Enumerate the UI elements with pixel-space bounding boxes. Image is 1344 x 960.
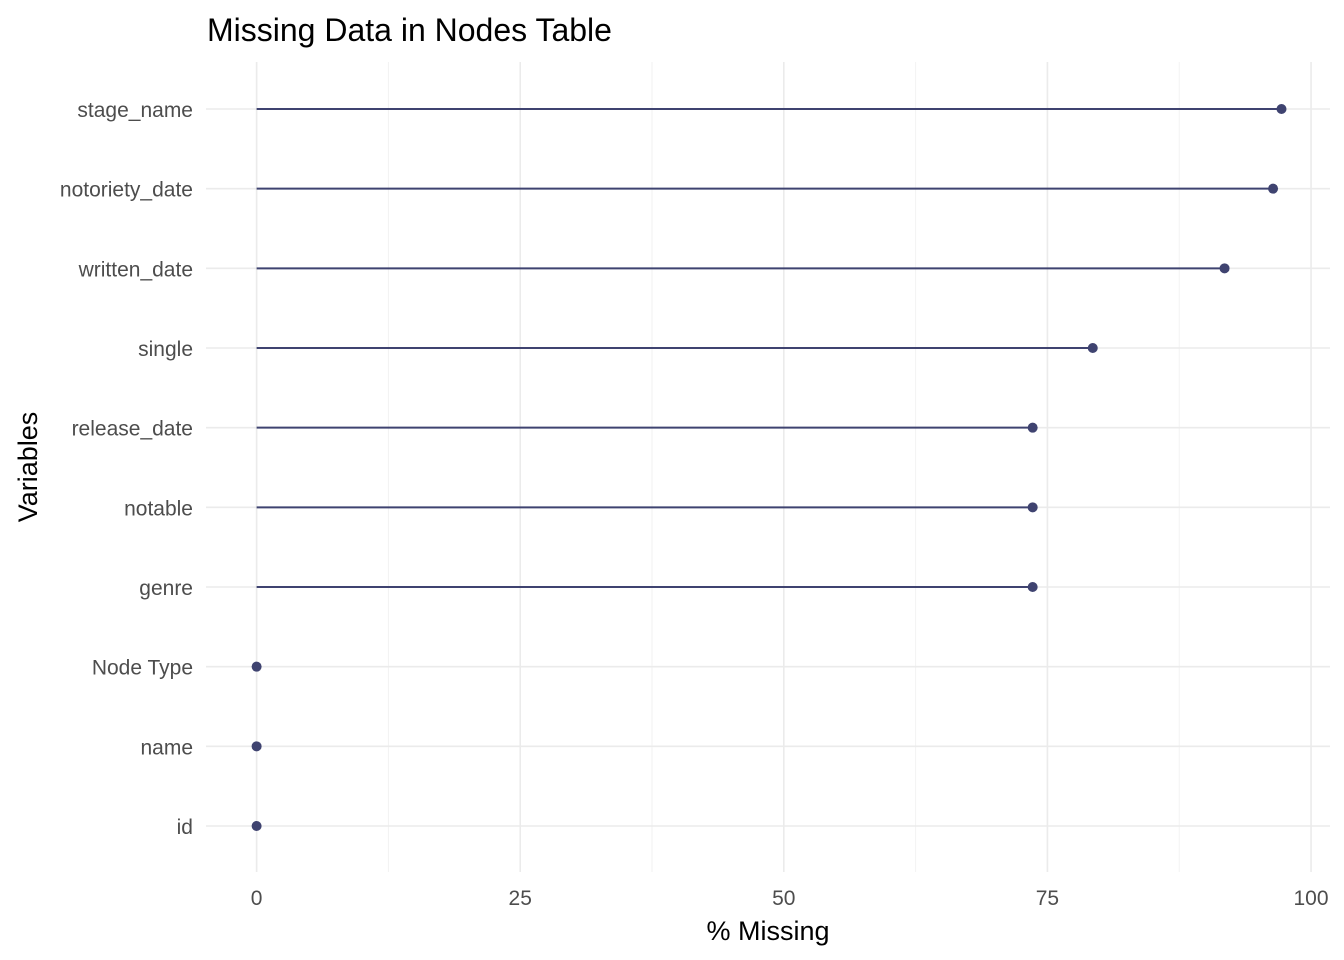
y-tick-label: notoriety_date [60,179,193,202]
y-tick-label: id [177,816,193,839]
lollipop-point [1268,183,1279,194]
lollipop-point [251,741,262,752]
y-tick-label: name [140,736,193,759]
lollipop-point [251,821,262,831]
lollipop-point [1027,582,1038,592]
y-tick-label: notable [124,497,193,520]
x-tick-label: 50 [772,887,795,910]
lollipop-point [1027,502,1038,513]
y-tick-label: genre [139,577,193,600]
y-tick-label: release_date [72,418,193,441]
x-tick-label: 25 [509,887,532,910]
y-tick-label: stage_name [77,99,193,122]
lollipop-point [1087,343,1098,353]
y-tick-label: written_date [78,258,193,281]
x-tick-label: 100 [1293,887,1328,910]
lollipop-point [1219,263,1230,274]
chart-title: Missing Data in Nodes Table [207,12,612,48]
data-marks [251,104,1287,831]
lollipop-point [1027,422,1038,433]
x-tick-label: 0 [251,887,263,910]
y-tick-label: Node Type [92,657,193,680]
x-axis-title: % Missing [706,916,829,946]
lollipop-point [1276,104,1287,114]
x-tick-label: 75 [1036,887,1059,910]
y-tick-labels: stage_name notoriety_date written_datesing… [60,99,193,839]
lollipop-point [251,661,262,672]
x-tick-labels: 0 25 50 75 100 [251,887,1329,910]
grid-layer [206,62,1330,872]
y-tick-label: single [138,338,193,361]
y-axis-title: Variables [13,412,43,523]
